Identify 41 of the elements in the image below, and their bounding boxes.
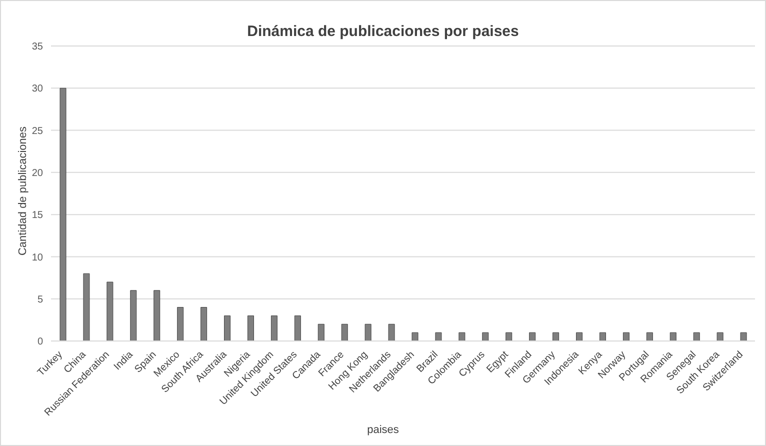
bar xyxy=(458,332,466,341)
bar xyxy=(646,332,653,341)
y-tick-label: 20 xyxy=(32,168,44,179)
y-tick-label: 0 xyxy=(37,336,44,348)
y-tick-label: 10 xyxy=(32,252,44,264)
bar xyxy=(576,332,583,341)
bar xyxy=(599,332,606,341)
bar xyxy=(552,332,560,341)
bar xyxy=(364,324,372,341)
y-tick-label: 30 xyxy=(32,84,44,95)
bar xyxy=(341,324,348,341)
bar xyxy=(154,290,160,341)
bar xyxy=(506,332,512,341)
bar xyxy=(482,332,489,341)
bar xyxy=(716,332,724,341)
y-tick-label: 25 xyxy=(32,126,44,137)
bar xyxy=(177,307,184,341)
bar xyxy=(435,332,442,341)
x-axis-title: paises xyxy=(366,424,400,436)
bar xyxy=(294,315,301,341)
bar xyxy=(200,307,208,341)
bar xyxy=(529,332,536,341)
bar xyxy=(740,332,747,341)
bar xyxy=(106,282,114,341)
bar xyxy=(693,332,700,341)
bar xyxy=(224,315,231,341)
bar xyxy=(388,324,395,341)
y-tick-label: 15 xyxy=(32,210,44,222)
bar xyxy=(412,332,418,341)
bar xyxy=(270,315,278,341)
y-tick-label: 5 xyxy=(37,294,44,306)
bar xyxy=(670,332,676,341)
y-axis-title: Cantidad de publicaciones xyxy=(17,126,29,256)
bar xyxy=(60,88,66,341)
bar xyxy=(130,290,137,341)
bar xyxy=(622,332,630,341)
bar xyxy=(247,315,254,341)
bar xyxy=(318,324,324,341)
bar xyxy=(83,273,90,341)
chart-title: Dinámica de publicaciones por paises xyxy=(246,23,520,40)
y-tick-label: 35 xyxy=(32,42,44,53)
